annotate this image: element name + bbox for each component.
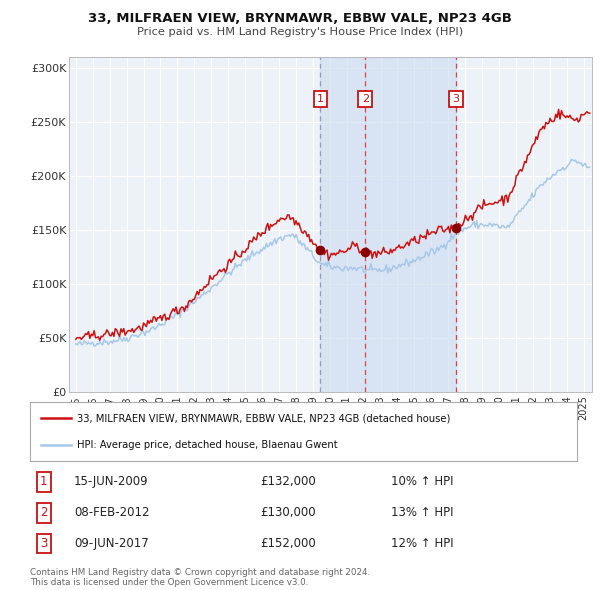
Text: Price paid vs. HM Land Registry's House Price Index (HPI): Price paid vs. HM Land Registry's House … bbox=[137, 27, 463, 37]
Text: 3: 3 bbox=[452, 94, 459, 104]
Text: 1: 1 bbox=[40, 476, 47, 489]
Text: 12% ↑ HPI: 12% ↑ HPI bbox=[391, 537, 454, 550]
Text: 13% ↑ HPI: 13% ↑ HPI bbox=[391, 506, 454, 519]
Text: 08-FEB-2012: 08-FEB-2012 bbox=[74, 506, 149, 519]
Text: 33, MILFRAEN VIEW, BRYNMAWR, EBBW VALE, NP23 4GB (detached house): 33, MILFRAEN VIEW, BRYNMAWR, EBBW VALE, … bbox=[77, 414, 450, 423]
Bar bbox=[320, 57, 365, 392]
Text: HPI: Average price, detached house, Blaenau Gwent: HPI: Average price, detached house, Blae… bbox=[77, 441, 337, 450]
Text: £152,000: £152,000 bbox=[260, 537, 316, 550]
Bar bbox=[365, 57, 456, 392]
Text: Contains HM Land Registry data © Crown copyright and database right 2024.
This d: Contains HM Land Registry data © Crown c… bbox=[30, 568, 370, 587]
Text: 1: 1 bbox=[317, 94, 324, 104]
Text: 33, MILFRAEN VIEW, BRYNMAWR, EBBW VALE, NP23 4GB: 33, MILFRAEN VIEW, BRYNMAWR, EBBW VALE, … bbox=[88, 12, 512, 25]
Text: 2: 2 bbox=[40, 506, 47, 519]
Text: £130,000: £130,000 bbox=[260, 506, 316, 519]
Text: 3: 3 bbox=[40, 537, 47, 550]
Text: 15-JUN-2009: 15-JUN-2009 bbox=[74, 476, 148, 489]
Text: 09-JUN-2017: 09-JUN-2017 bbox=[74, 537, 149, 550]
Text: 10% ↑ HPI: 10% ↑ HPI bbox=[391, 476, 454, 489]
Text: £132,000: £132,000 bbox=[260, 476, 316, 489]
Text: 2: 2 bbox=[362, 94, 369, 104]
